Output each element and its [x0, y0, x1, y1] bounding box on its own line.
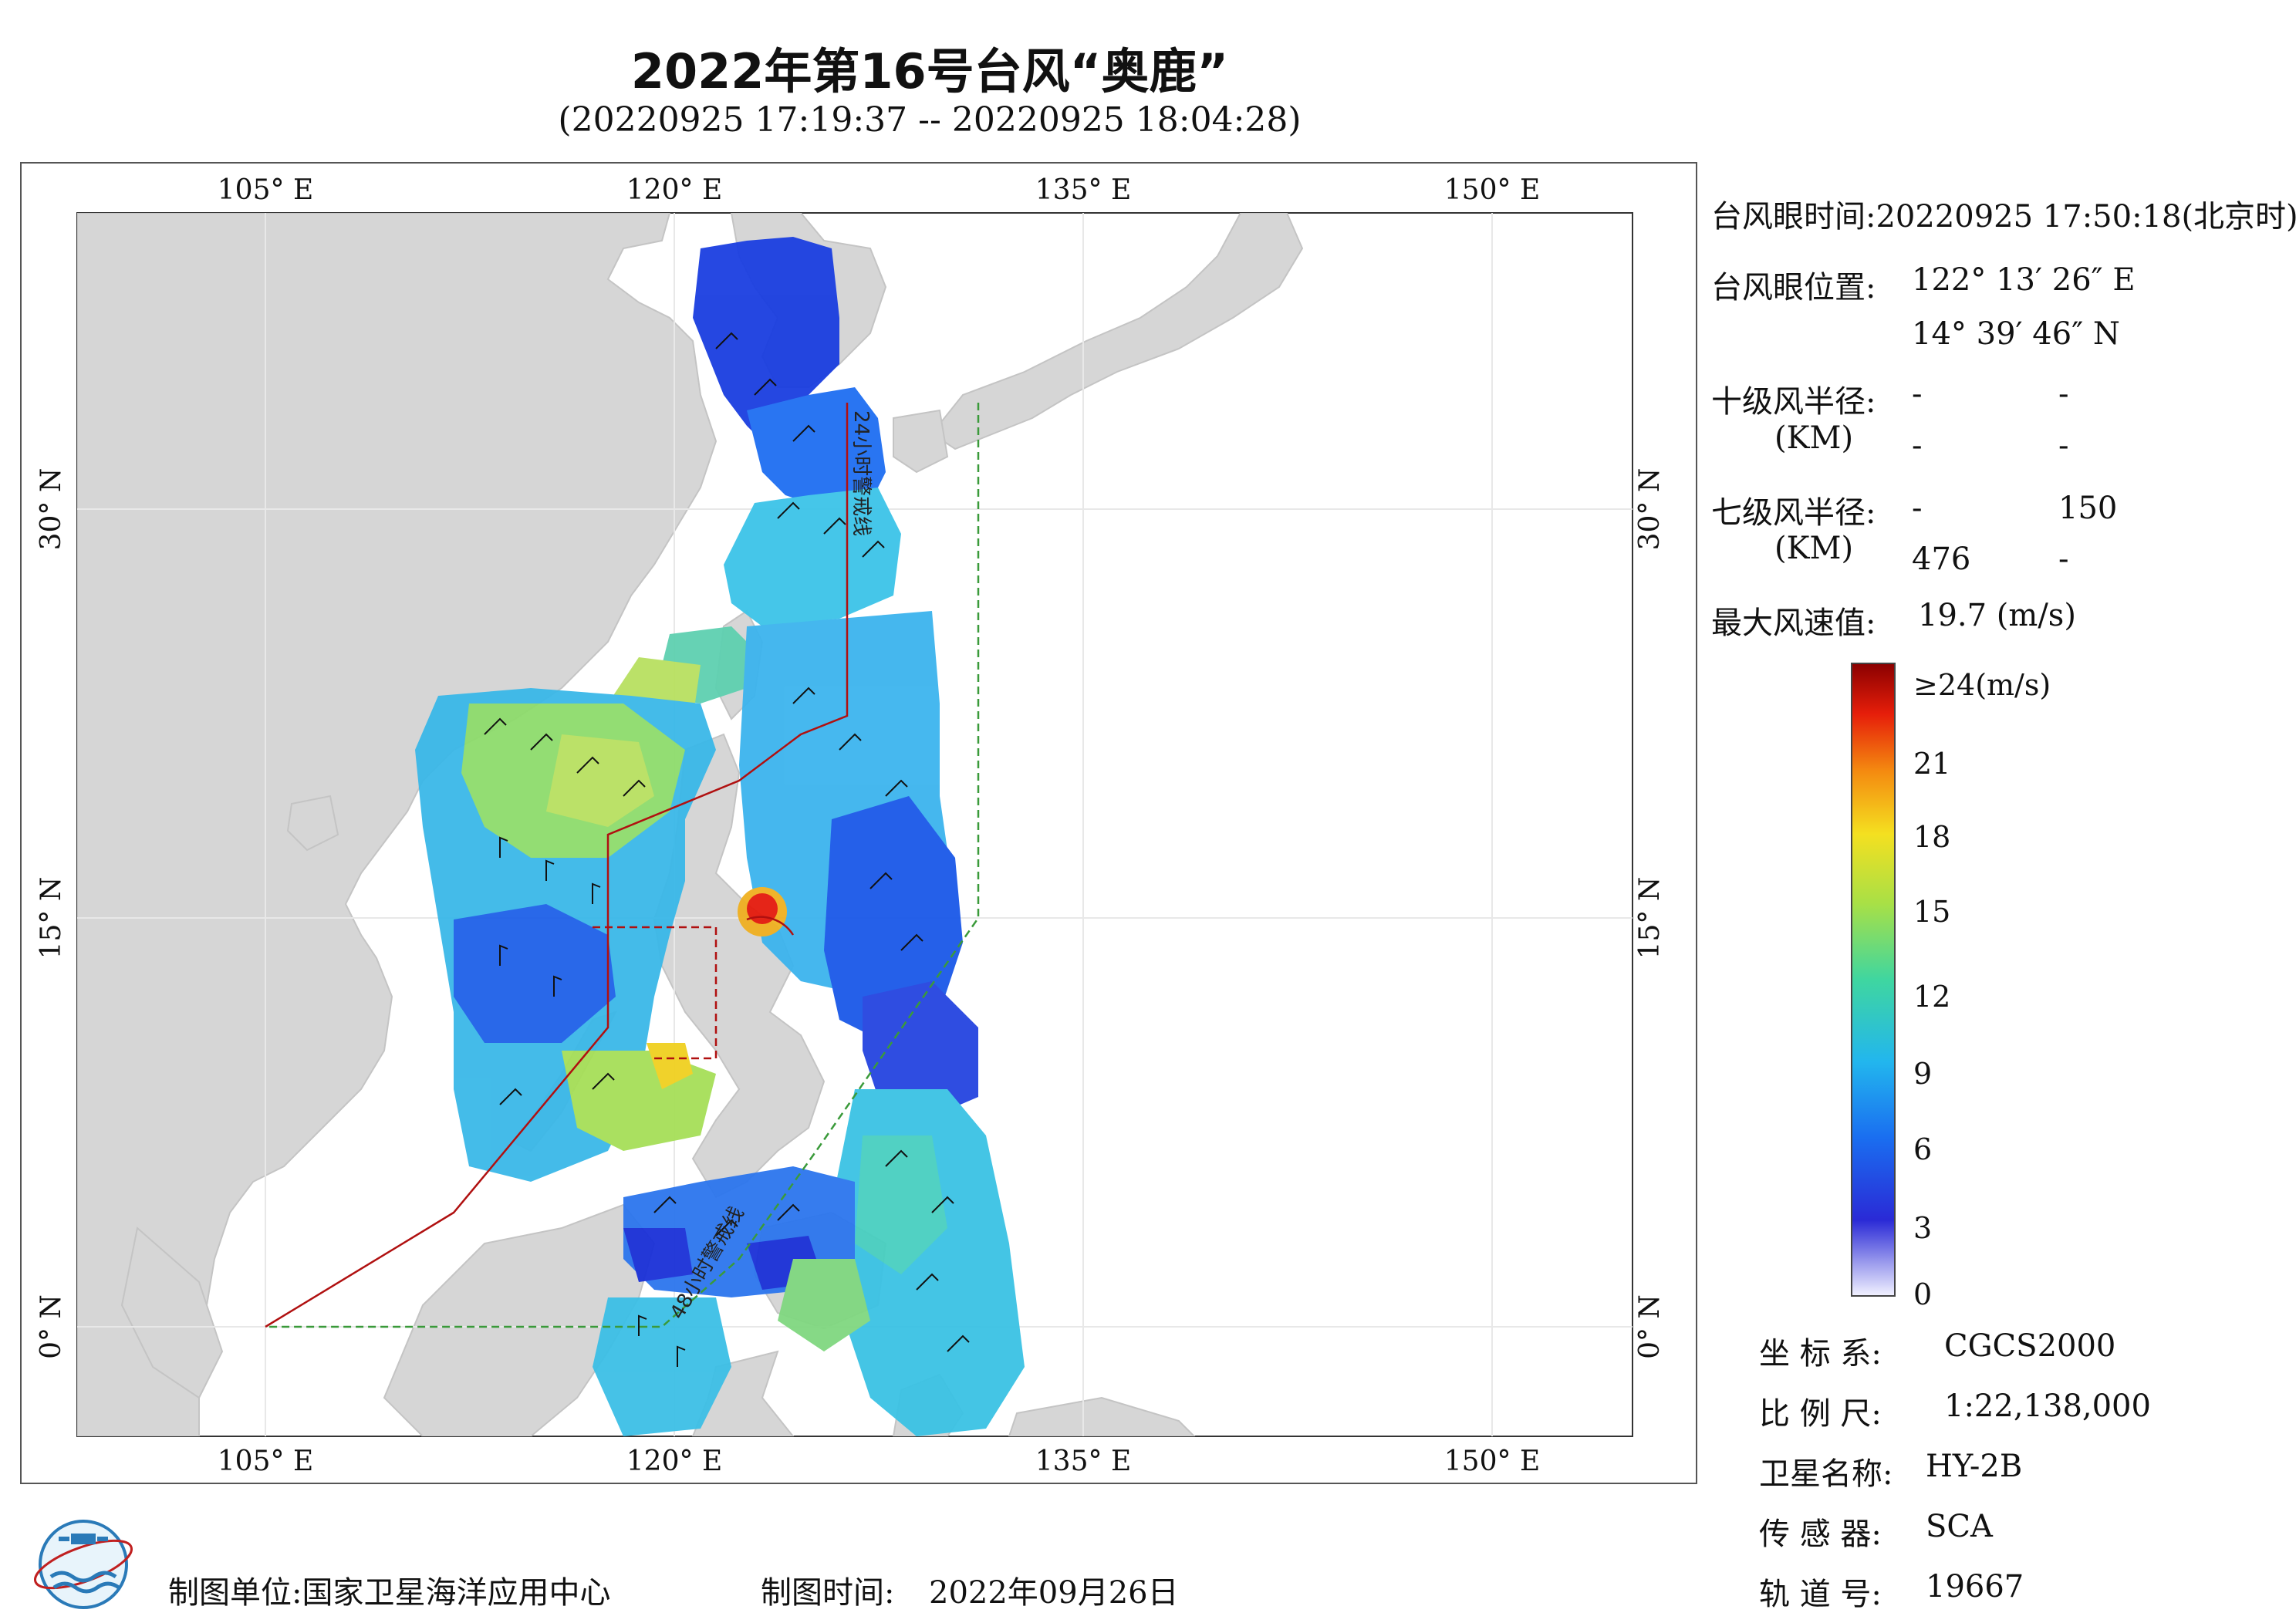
satellite-value: HY-2B — [1926, 1449, 2023, 1484]
colorbar-tick-18: 18 — [1913, 820, 1951, 854]
land-mainland — [77, 213, 718, 1436]
max-wind-label: 最大风速值: — [1711, 606, 1876, 641]
r10-value-se: - — [2058, 376, 2069, 412]
scale-value: 1:22,138,000 — [1944, 1388, 2151, 1424]
land-japan — [930, 213, 1304, 450]
colorbar-tick-3: 3 — [1913, 1211, 1933, 1245]
orbit-label: 轨 道 号: — [1759, 1577, 1882, 1612]
lat-label-right-30: 30° N — [1634, 468, 1666, 551]
land-newguinea — [1008, 1396, 1196, 1436]
colorbar-top-label: ≥24(m/s) — [1913, 668, 2051, 702]
footer-time-label: 制图时间: — [761, 1575, 895, 1611]
label-24h-line: 24小时警戒线 — [849, 410, 873, 536]
crs-value: CGCS2000 — [1944, 1328, 2116, 1364]
r10-value-sw: - — [1912, 428, 1923, 464]
wind-barbs — [484, 332, 970, 1367]
lon-label-bottom-150: 150° E — [1444, 1446, 1540, 1477]
lon-label-bottom-135: 135° E — [1035, 1446, 1131, 1477]
eye-lon-value: 122° 13′ 26″ E — [1912, 262, 2136, 298]
map-title: 2022年第16号台风“奥鹿” — [630, 43, 1229, 100]
crs-label: 坐 标 系: — [1759, 1336, 1882, 1372]
r7-value-sw: 476 — [1912, 542, 1971, 577]
lat-label-left-15: 15° N — [35, 877, 67, 960]
max-wind-value: 19.7 (m/s) — [1918, 598, 2076, 633]
nsoas-logo-icon — [34, 1520, 133, 1609]
lat-label-right-15: 15° N — [1634, 877, 1666, 960]
r10-km-label: (KM) — [1774, 420, 1854, 456]
r7-value-ne: - — [1912, 491, 1923, 526]
land-malay — [120, 1227, 224, 1399]
lat-label-right-0: 0° N — [1634, 1294, 1666, 1359]
colorbar-tick-9: 9 — [1913, 1057, 1933, 1091]
r7-value-se: 150 — [2058, 491, 2118, 526]
land-kyushu — [893, 409, 949, 474]
r10-value-nw: - — [2058, 428, 2069, 464]
map-subtitle: (20220925 17:19:37 -- 20220925 18:04:28) — [558, 100, 1302, 140]
eye-pos-label: 台风眼位置: — [1711, 270, 1876, 305]
lat-label-left-30: 30° N — [35, 468, 67, 551]
footer-maker: 制图单位:国家卫星海洋应用中心 — [168, 1567, 610, 1612]
footer-time-value: 2022年09月26日 — [929, 1575, 1179, 1611]
lat-label-left-0: 0° N — [35, 1294, 67, 1359]
lon-label-bottom-120: 120° E — [626, 1446, 722, 1477]
wind-map: 24小时警戒线 48小时警戒线 105° E 120° E 135° E 150… — [35, 174, 1666, 1477]
wind-swaths — [415, 237, 1025, 1436]
lon-label-top-120: 120° E — [626, 174, 722, 206]
land-hainan — [286, 795, 339, 852]
r7-label: 七级风半径: — [1711, 495, 1876, 531]
eye-time-row: 台风眼时间:20220925 17:50:18(北京时) — [1711, 191, 2296, 236]
eye-time-value: 20220925 17:50:18(北京时) — [1876, 199, 2296, 235]
r10-value-ne: - — [1912, 376, 1923, 412]
colorbar-tick-0: 0 — [1913, 1277, 1933, 1311]
satellite-label: 卫星名称: — [1759, 1456, 1893, 1492]
lon-label-top-135: 135° E — [1035, 174, 1131, 206]
r7-km-label: (KM) — [1774, 531, 1854, 566]
colorbar-tick-15: 15 — [1913, 895, 1951, 929]
map-frame: 24小时警戒线 48小时警戒线 105° E 120° E 135° E 150… — [20, 162, 1697, 1484]
r7-value-nw: - — [2058, 542, 2069, 577]
orbit-value: 19667 — [1926, 1569, 2024, 1604]
scale-label: 比 例 尺: — [1759, 1396, 1882, 1432]
colorbar-tick-12: 12 — [1913, 980, 1951, 1014]
lon-label-top-105: 105° E — [218, 174, 313, 206]
eye-time-label: 台风眼时间: — [1711, 199, 1876, 235]
warning-lines — [265, 403, 980, 1328]
colorbar-tick-21: 21 — [1913, 747, 1951, 781]
r10-label: 十级风半径: — [1711, 384, 1876, 420]
footer-maker-label: 制图单位: — [168, 1575, 302, 1611]
footer-maker-value: 国家卫星海洋应用中心 — [302, 1575, 611, 1611]
eye-lat-value: 14° 39′ 46″ N — [1912, 316, 2120, 352]
colorbar — [1851, 663, 1896, 1297]
sensor-label: 传 感 器: — [1759, 1517, 1882, 1552]
sensor-value: SCA — [1926, 1509, 1993, 1544]
colorbar-tick-6: 6 — [1913, 1132, 1933, 1166]
lon-label-bottom-105: 105° E — [218, 1446, 313, 1477]
lon-label-top-150: 150° E — [1444, 174, 1540, 206]
